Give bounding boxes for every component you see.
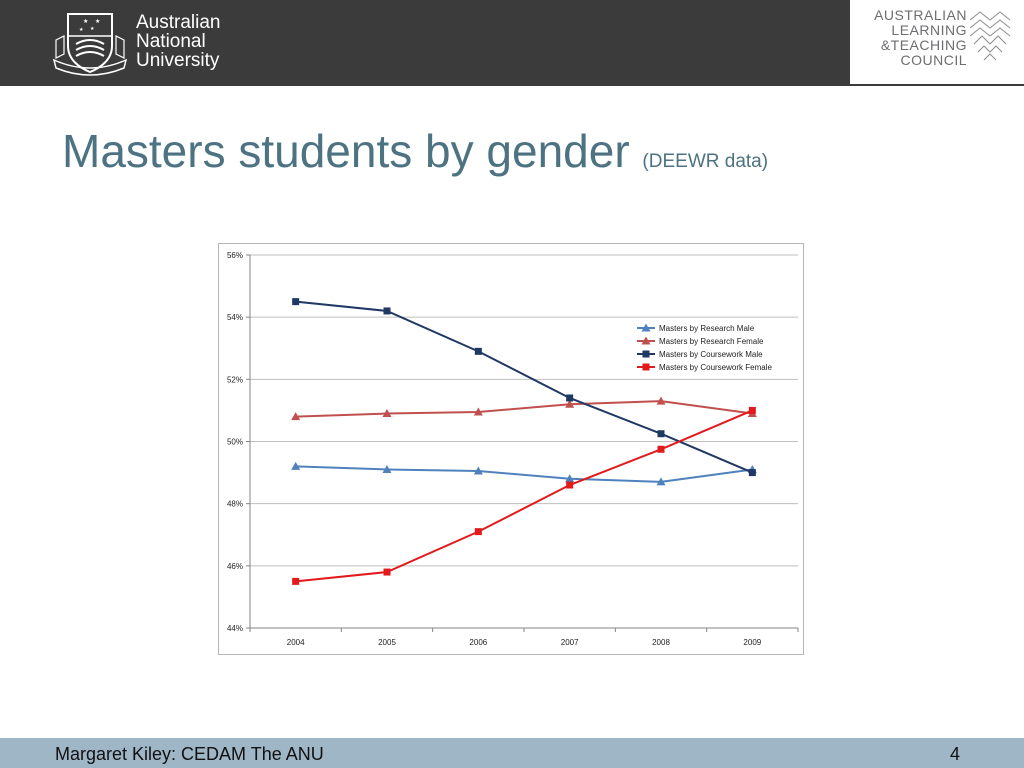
legend-label: Masters by Research Male: [659, 324, 755, 333]
x-tick-label: 2006: [469, 638, 487, 647]
x-tick-label: 2005: [378, 638, 396, 647]
data-point-square: [748, 406, 756, 414]
data-point-triangle: [382, 464, 392, 473]
data-point-square: [292, 298, 300, 306]
series-line: [295, 409, 753, 583]
altc-diamond-icon: [969, 11, 1011, 61]
header-right-panel: [850, 0, 1024, 86]
y-tick-label: 52%: [227, 375, 243, 384]
y-tick-label: 48%: [227, 500, 243, 509]
y-tick-labels: 44% 46% 48% 50% 52% 54% 56%: [227, 251, 243, 633]
line-chart: 44%46%48%50%52%54%56% 2004 2005 2006 2007 20…: [227, 251, 799, 647]
data-point-triangle: [473, 407, 483, 416]
legend-label: Masters by Coursework Female: [659, 363, 772, 372]
slide-title: Masters students by gender (DEEWR data): [62, 124, 768, 189]
anu-crest-icon: ★ ★ ★ ★: [52, 13, 128, 76]
data-point-square: [642, 350, 650, 358]
y-tick-label: 54%: [227, 313, 243, 322]
altc-line: &TEACHING: [880, 37, 967, 53]
chart-frame: 44% 46% 48% 50% 52% 54% 56% 2004 2005 2006 2007 20…: [218, 243, 804, 655]
data-point-square: [657, 445, 665, 453]
svg-text:★: ★: [79, 27, 84, 33]
slide-title-text: Masters students by gender: [62, 125, 630, 177]
data-point-square: [474, 347, 482, 355]
footer-author: Margaret Kiley: CEDAM The ANU: [55, 744, 324, 764]
altc-logo-text: AUSTRALIAN LEARNING &TEACHING COUNCIL: [857, 8, 967, 68]
data-point-square: [566, 481, 574, 489]
data-point-triangle: [641, 336, 651, 345]
data-point-triangle: [656, 477, 666, 486]
data-point-square: [474, 528, 482, 536]
altc-line: LEARNING: [891, 22, 967, 38]
legend-label: Masters by Coursework Male: [659, 350, 763, 359]
data-point-square: [748, 469, 756, 477]
svg-text:★: ★: [90, 26, 95, 32]
data-point-square: [292, 577, 300, 585]
x-tick-label: 2007: [561, 638, 579, 647]
data-point-square: [657, 430, 665, 438]
x-tick-label: 2009: [743, 638, 761, 647]
data-point-triangle: [291, 461, 301, 470]
chart-gridlines: [250, 254, 798, 567]
y-tick-label: 44%: [227, 624, 243, 633]
data-point-triangle: [565, 399, 575, 408]
y-tick-label: 50%: [227, 438, 243, 447]
data-point-square: [642, 363, 650, 371]
altc-line: AUSTRALIAN: [874, 7, 967, 23]
slide-subtitle: (DEEWR data): [642, 151, 769, 172]
series-line: [295, 400, 753, 418]
anu-name-line: Australian: [136, 12, 221, 33]
x-tick-labels: 2004 2005 2006 2007 2008 2009: [287, 638, 762, 647]
data-point-square: [566, 394, 574, 402]
x-tick-label: 2004: [287, 638, 305, 647]
data-point-triangle: [382, 409, 392, 418]
data-point-square: [383, 568, 391, 576]
series-line: [295, 465, 753, 483]
data-point-triangle: [641, 323, 651, 332]
y-tick-label: 56%: [227, 251, 243, 260]
altc-line: COUNCIL: [900, 52, 967, 68]
svg-text:★: ★: [95, 18, 100, 25]
anu-name-line: National: [136, 31, 206, 52]
data-point-triangle: [565, 474, 575, 483]
anu-logo-text: Australian National University: [136, 13, 221, 70]
chart-axes: [246, 254, 799, 632]
y-tick-label: 46%: [227, 562, 243, 571]
footer-bar: [0, 738, 1024, 768]
legend-label: Masters by Research Female: [659, 337, 764, 346]
series-line: [295, 300, 753, 474]
chart-series: [291, 298, 757, 585]
data-point-square: [383, 307, 391, 315]
data-point-triangle: [473, 466, 483, 475]
data-point-triangle: [291, 412, 301, 421]
anu-name-line: University: [136, 50, 220, 71]
slide-number: 4: [950, 744, 961, 764]
chart-legend: Masters by Research Male Masters by Resea…: [637, 323, 772, 372]
data-point-triangle: [656, 396, 666, 405]
x-tick-label: 2008: [652, 638, 670, 647]
svg-text:★: ★: [83, 18, 88, 25]
